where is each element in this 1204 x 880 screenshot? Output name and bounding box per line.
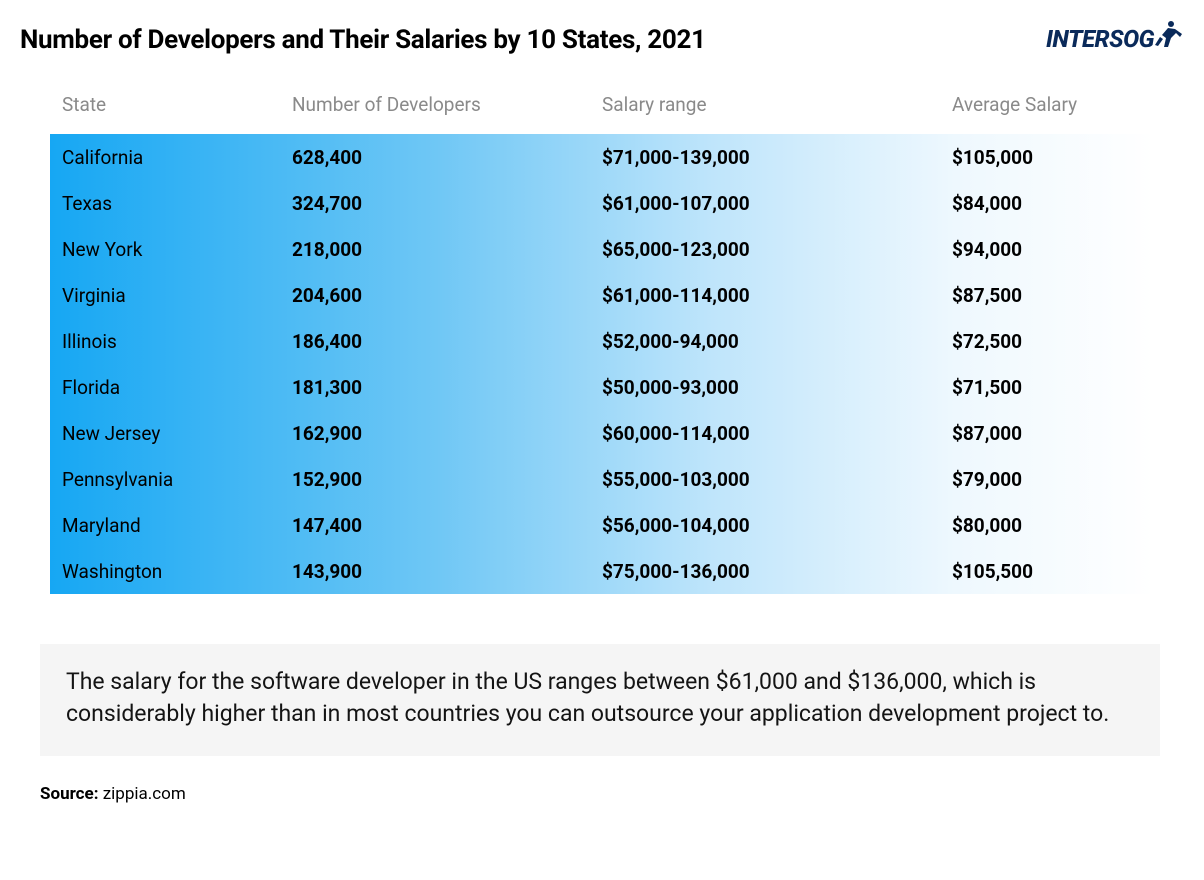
cell-salary-range: $61,000-107,000 <box>602 192 952 215</box>
cell-developers: 186,400 <box>292 330 602 353</box>
cell-state: Washington <box>62 560 292 583</box>
table-row: New York218,000$65,000-123,000$94,000 <box>50 226 1154 272</box>
col-header-devs: Number of Developers <box>292 93 602 116</box>
cell-developers: 143,900 <box>292 560 602 583</box>
cell-state: New Jersey <box>62 422 292 445</box>
table-row: Florida181,300$50,000-93,000$71,500 <box>50 364 1154 410</box>
cell-salary-range: $50,000-93,000 <box>602 376 952 399</box>
cell-developers: 204,600 <box>292 284 602 307</box>
col-header-range: Salary range <box>602 93 952 116</box>
cell-salary-range: $71,000-139,000 <box>602 146 952 169</box>
summary-note: The salary for the software developer in… <box>40 644 1160 756</box>
table-row: Maryland147,400$56,000-104,000$80,000 <box>50 502 1154 548</box>
table-body: California628,400$71,000-139,000$105,000… <box>50 134 1154 594</box>
cell-salary-range: $61,000-114,000 <box>602 284 952 307</box>
table-row: New Jersey162,900$60,000-114,000$87,000 <box>50 410 1154 456</box>
source-label: Source: <box>40 784 98 804</box>
cell-average-salary: $84,000 <box>952 192 1142 215</box>
cell-average-salary: $71,500 <box>952 376 1142 399</box>
cell-state: Texas <box>62 192 292 215</box>
runner-icon <box>1152 19 1184 53</box>
table-row: Washington143,900$75,000-136,000$105,500 <box>50 548 1154 594</box>
col-header-avg: Average Salary <box>952 93 1142 116</box>
cell-salary-range: $55,000-103,000 <box>602 468 952 491</box>
page-title: Number of Developers and Their Salaries … <box>20 25 706 55</box>
cell-developers: 628,400 <box>292 146 602 169</box>
cell-average-salary: $80,000 <box>952 514 1142 537</box>
cell-average-salary: $87,500 <box>952 284 1142 307</box>
table-row: Virginia204,600$61,000-114,000$87,500 <box>50 272 1154 318</box>
table-row: Texas324,700$61,000-107,000$84,000 <box>50 180 1154 226</box>
cell-average-salary: $105,000 <box>952 146 1142 169</box>
cell-state: Maryland <box>62 514 292 537</box>
cell-developers: 218,000 <box>292 238 602 261</box>
table-row: California628,400$71,000-139,000$105,000 <box>50 134 1154 180</box>
cell-salary-range: $52,000-94,000 <box>602 330 952 353</box>
cell-state: New York <box>62 238 292 261</box>
cell-developers: 181,300 <box>292 376 602 399</box>
salary-table: State Number of Developers Salary range … <box>50 85 1154 594</box>
table-row: Illinois186,400$52,000-94,000$72,500 <box>50 318 1154 364</box>
cell-developers: 324,700 <box>292 192 602 215</box>
cell-developers: 152,900 <box>292 468 602 491</box>
cell-state: California <box>62 146 292 169</box>
cell-developers: 147,400 <box>292 514 602 537</box>
cell-average-salary: $79,000 <box>952 468 1142 491</box>
cell-state: Florida <box>62 376 292 399</box>
cell-average-salary: $72,500 <box>952 330 1142 353</box>
cell-average-salary: $94,000 <box>952 238 1142 261</box>
cell-salary-range: $65,000-123,000 <box>602 238 952 261</box>
cell-average-salary: $87,000 <box>952 422 1142 445</box>
source-line: Source: zippia.com <box>40 784 1184 804</box>
col-header-state: State <box>62 93 292 116</box>
table-header-row: State Number of Developers Salary range … <box>50 85 1154 134</box>
cell-developers: 162,900 <box>292 422 602 445</box>
table-row: Pennsylvania152,900$55,000-103,000$79,00… <box>50 456 1154 502</box>
cell-salary-range: $75,000-136,000 <box>602 560 952 583</box>
cell-average-salary: $105,500 <box>952 560 1142 583</box>
source-value: zippia.com <box>103 784 186 804</box>
cell-salary-range: $56,000-104,000 <box>602 514 952 537</box>
cell-state: Illinois <box>62 330 292 353</box>
brand-logo-text: INTERSOG <box>1046 25 1154 53</box>
cell-state: Virginia <box>62 284 292 307</box>
cell-state: Pennsylvania <box>62 468 292 491</box>
brand-logo: INTERSOG <box>1046 25 1184 53</box>
cell-salary-range: $60,000-114,000 <box>602 422 952 445</box>
